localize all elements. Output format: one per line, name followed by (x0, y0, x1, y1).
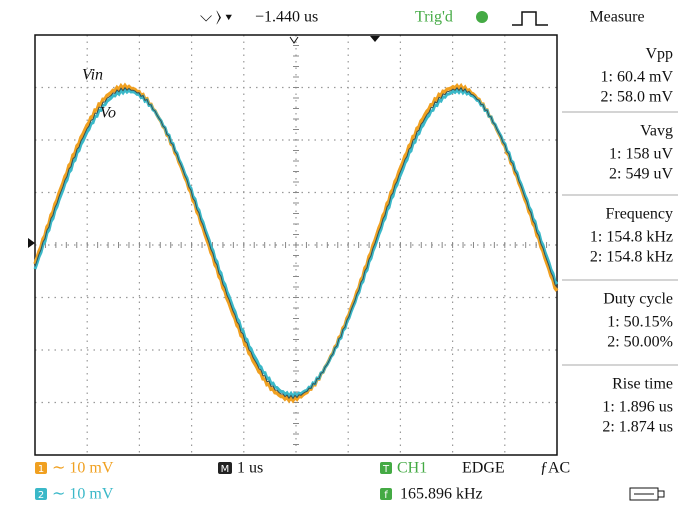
measure-ch1: 1: 158 uV (609, 146, 673, 163)
ch2-scale: ∼ 10 mV (52, 486, 114, 503)
measure-ch1: 1: 1.896 us (602, 399, 673, 416)
vo-label: Vo (100, 105, 116, 122)
ch2-badge-bg (35, 488, 47, 500)
graticule (34, 34, 557, 456)
trigger-source: CH1 (397, 460, 427, 477)
measure-ch2: 2: 1.874 us (602, 419, 673, 436)
measure-title: Measure (589, 9, 644, 26)
pulse-icon (512, 11, 548, 26)
ch1-badge-bg (35, 462, 47, 474)
measure-ch1: 1: 60.4 mV (601, 69, 674, 86)
measure-ch1: 1: 50.15% (607, 314, 673, 331)
wave-noise (34, 86, 558, 400)
trigger-coupling: ƒAC (540, 460, 570, 477)
trigger-marker (289, 36, 299, 44)
usb-icon (629, 487, 665, 501)
trigger-status: Trig'd (415, 9, 453, 26)
measure-ch1: 1: 154.8 kHz (590, 229, 673, 246)
vin-label: Vin (82, 67, 103, 84)
measure-ch2: 2: 58.0 mV (601, 89, 674, 106)
nav-arrows: ⌵ ⟩ ▾ (200, 9, 232, 26)
ch2-badge: 2 (38, 490, 44, 501)
measure-ch2: 2: 549 uV (609, 166, 673, 183)
measure-ch2: 2: 50.00% (607, 334, 673, 351)
status-icon (476, 11, 488, 23)
ground-marker (28, 238, 35, 248)
measure-name: Vavg (640, 123, 673, 140)
measure-panel: Vpp 1: 60.4 mV 2: 58.0 mV Vavg 1: 158 uV 2: 5… (562, 46, 678, 436)
measure-name: Frequency (605, 206, 673, 223)
freq-badge-bg (380, 488, 392, 500)
time-badge: M (221, 464, 230, 475)
time-badge-bg (218, 462, 232, 474)
ch1-badge: 1 (38, 464, 44, 475)
waveforms (33, 82, 559, 404)
measure-ch2: 2: 154.8 kHz (590, 249, 673, 266)
trigger-type: EDGE (462, 460, 505, 477)
trigger-position: −1.440 us (255, 9, 318, 26)
time-marker (370, 36, 380, 42)
ch2-wave (33, 86, 559, 400)
time-scale: 1 us (237, 460, 263, 477)
trigger-badge: T (382, 464, 390, 475)
freq-badge: f (384, 490, 388, 501)
ch1-scale: ∼ 10 mV (52, 460, 114, 477)
measure-name: Rise time (612, 376, 673, 393)
measure-name: Vpp (645, 46, 673, 63)
measure-name: Duty cycle (603, 291, 673, 308)
frequency: 165.896 kHz (400, 486, 483, 503)
trigger-badge-bg (380, 462, 392, 474)
screen-border (34, 34, 558, 456)
ch1-wave (33, 82, 559, 404)
